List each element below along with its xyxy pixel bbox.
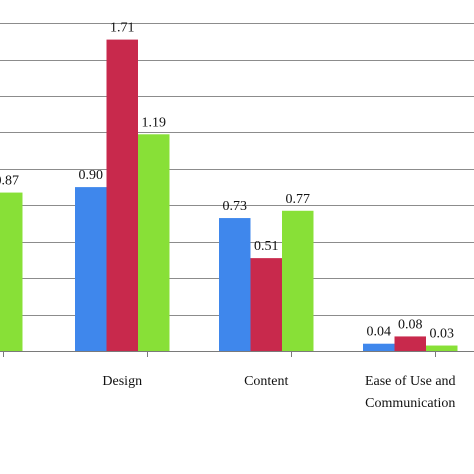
data-label: 0.03 <box>430 327 455 342</box>
category-label: Content <box>244 374 288 389</box>
bar-series-2 <box>394 336 426 351</box>
bar-series-3 <box>426 345 458 351</box>
category-label: Design <box>102 374 142 389</box>
data-label: 0.73 <box>223 199 248 214</box>
data-label: 0.90 <box>79 168 104 183</box>
bar-series <box>0 39 458 351</box>
bar-series-3 <box>0 192 23 351</box>
bar-series-1 <box>219 218 251 351</box>
data-label: 0.08 <box>398 317 423 332</box>
x-axis: onDesignContentEase of Use andCommunicat… <box>0 351 474 411</box>
data-label: 0.87 <box>0 174 19 189</box>
bar-series-3 <box>282 210 314 351</box>
bar-series-1 <box>363 343 395 351</box>
bar-series-2 <box>106 39 138 351</box>
data-labels: 0.90 0.73 0.04 1.71 0.51 0.08 0.87 1.19 0.77 0.03 <box>0 21 454 342</box>
data-label: 1.19 <box>142 115 167 130</box>
data-label: 0.51 <box>254 239 279 254</box>
data-label: 0.77 <box>286 192 311 207</box>
bar-series-1 <box>75 187 107 351</box>
data-label: 1.71 <box>110 21 135 36</box>
data-label: 0.04 <box>367 325 392 340</box>
bar-series-2 <box>250 258 282 351</box>
bar-series-3 <box>138 134 170 351</box>
category-label: Ease of Use and Communication <box>365 374 456 411</box>
